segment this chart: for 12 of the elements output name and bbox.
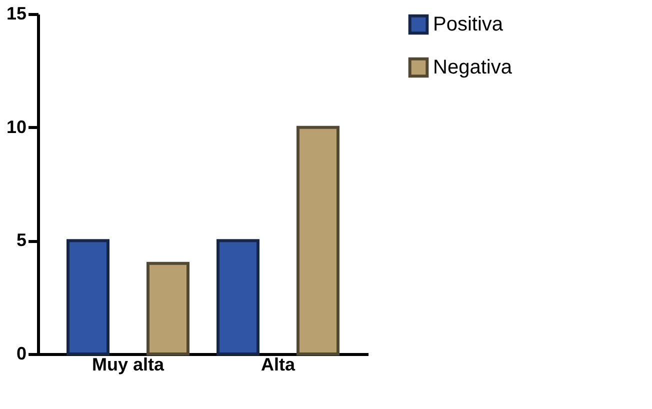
- bar: [146, 262, 190, 356]
- x-tick-label: Muy alta: [92, 354, 165, 374]
- bar: [216, 239, 260, 356]
- y-tick-label: 10: [6, 116, 26, 137]
- y-tick-label: 0: [16, 344, 26, 364]
- legend-label: Positiva: [433, 14, 504, 36]
- legend-label: Negativa: [433, 56, 513, 78]
- y-tick-label: 15: [6, 4, 26, 24]
- y-tick-label: 5: [16, 230, 26, 250]
- bar: [296, 126, 340, 356]
- x-tick-label: Alta: [260, 354, 296, 374]
- bar: [66, 239, 110, 356]
